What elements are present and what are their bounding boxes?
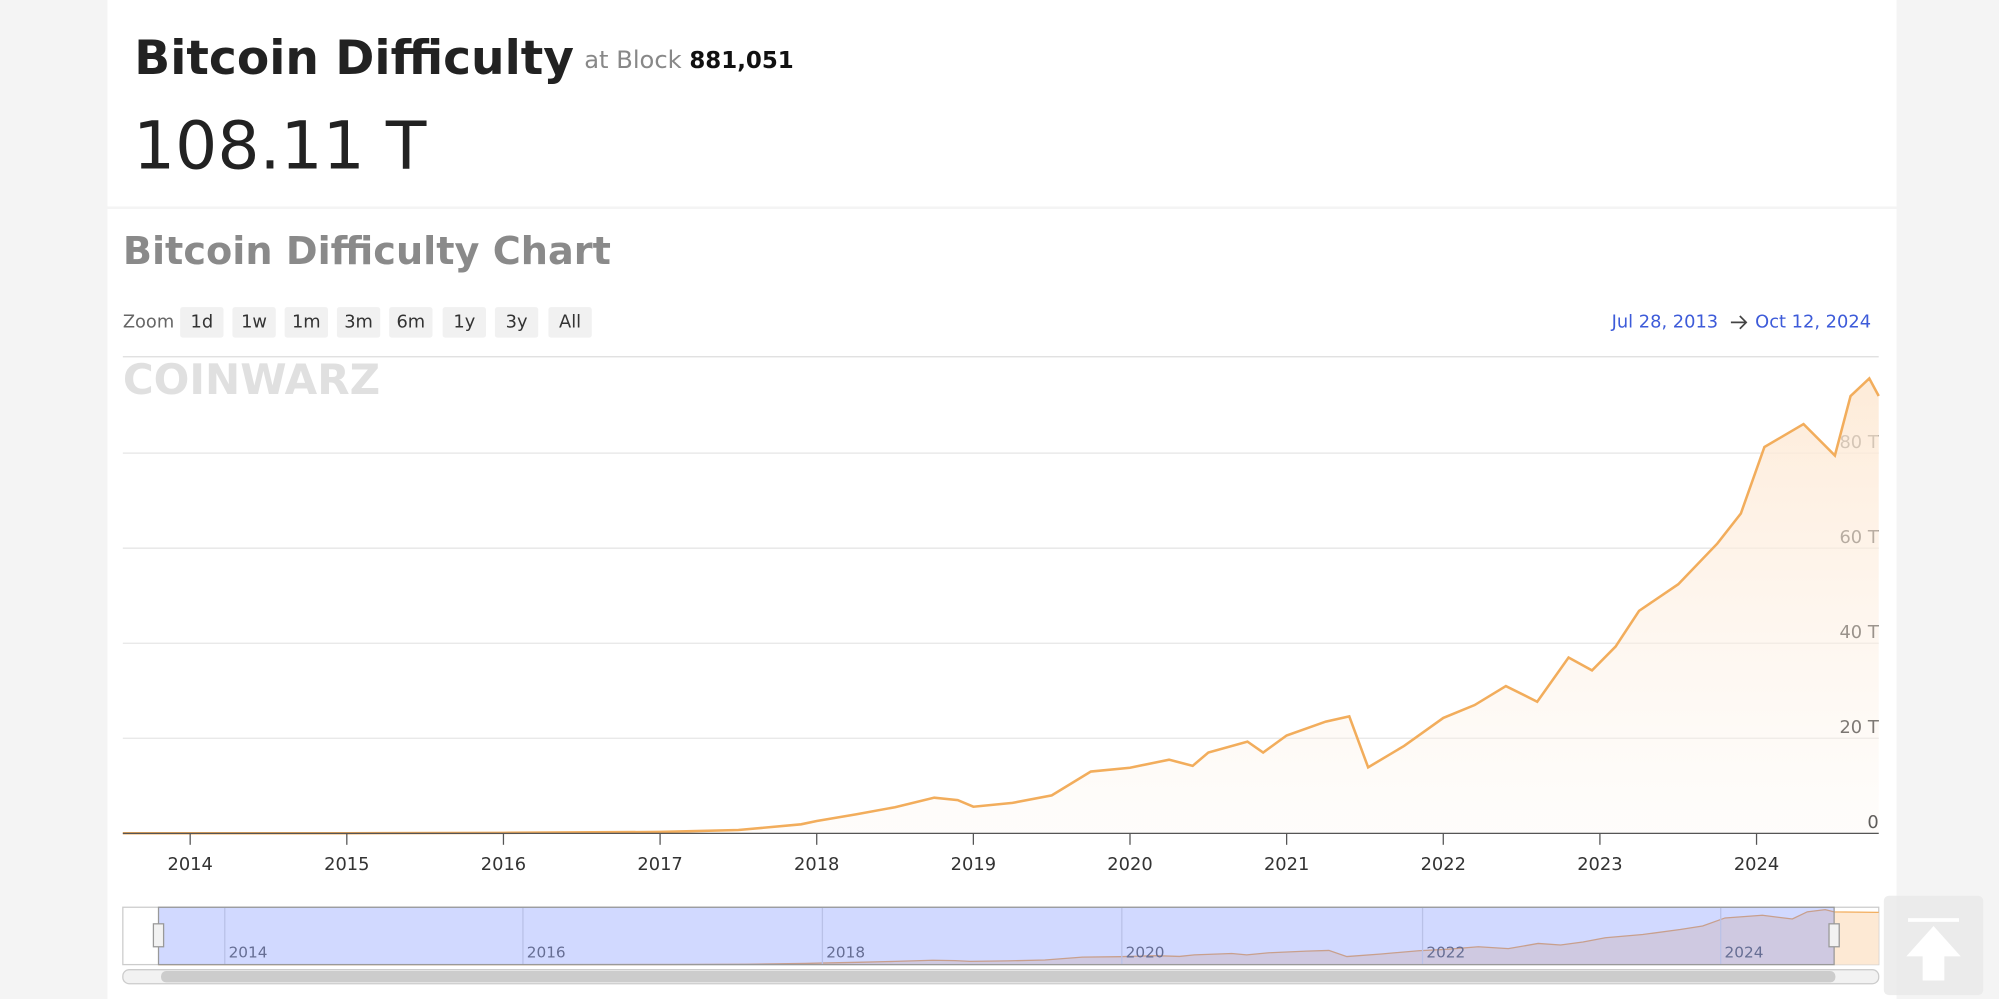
x-tick-label: 2015 <box>324 854 369 875</box>
navigator-handle[interactable] <box>1828 923 1840 948</box>
navigator-label: 2022 <box>1426 944 1465 962</box>
chart-title: Bitcoin Difficulty Chart <box>123 230 611 274</box>
zoom-button[interactable]: 3m <box>344 311 373 332</box>
range-end[interactable]: Oct 12, 2024 <box>1755 311 1871 332</box>
x-tick-label: 2023 <box>1577 854 1622 875</box>
zoom-button-bg[interactable] <box>494 307 539 338</box>
x-tick-label: 2017 <box>637 854 682 875</box>
header-card <box>107 0 1897 207</box>
zoom-button[interactable]: 6m <box>396 311 425 332</box>
area <box>122 378 1879 834</box>
title: Bitcoin Difficulty <box>134 31 574 86</box>
zoom-button-bg[interactable] <box>336 307 381 338</box>
navigator-content: 2014 2016 2018 2020 2022 2024 <box>158 907 1879 966</box>
zoom-button-bg[interactable] <box>232 307 276 338</box>
navigator-label: 2014 <box>229 944 268 962</box>
zoom-button[interactable]: 1w <box>241 311 267 332</box>
navigator-label: 2018 <box>826 944 865 962</box>
chart-card <box>107 208 1897 999</box>
zoom-button[interactable]: 1m <box>292 311 321 332</box>
zoom-button-bg[interactable] <box>442 307 486 338</box>
zoom-button-bg[interactable] <box>548 307 592 338</box>
x-tick-label: 2020 <box>1107 854 1152 875</box>
navigator-label: 2016 <box>527 944 566 962</box>
navigator-selection[interactable] <box>157 906 1835 966</box>
x-tick-label: 2014 <box>167 854 212 875</box>
line <box>122 376 1880 835</box>
x-tick-label: 2016 <box>481 854 526 875</box>
navigator-line <box>158 909 1879 966</box>
zoom-button-bg[interactable] <box>180 307 224 338</box>
x-tick-label: 2024 <box>1734 854 1779 875</box>
range-start[interactable]: Jul 28, 2013 <box>1611 311 1719 332</box>
x-tick-label: 2022 <box>1421 854 1466 875</box>
block-number: 881,051 <box>689 48 793 74</box>
navigator-handle[interactable] <box>152 923 165 948</box>
x-tick-label: 2019 <box>951 854 996 875</box>
back-to-top-icon <box>1906 918 1961 981</box>
x-tick-label: 2018 <box>794 854 839 875</box>
zoom-button[interactable]: All <box>559 311 581 332</box>
at-label: at Block <box>584 46 681 74</box>
zoom-button-bg[interactable] <box>284 307 328 338</box>
arrow-icon <box>1730 315 1748 330</box>
zoom-button[interactable]: 1y <box>453 311 475 332</box>
zoom-button[interactable]: 3y <box>506 311 528 332</box>
watermark: COINWARZ <box>123 355 380 404</box>
navigator-area <box>158 909 1879 965</box>
scrollbar-thumb[interactable] <box>161 970 1836 983</box>
zoom-label: Zoom <box>123 311 174 332</box>
navigator-label: 2020 <box>1126 944 1165 962</box>
zoom-button[interactable]: 1d <box>190 311 213 332</box>
x-tick-label: 2021 <box>1264 854 1309 875</box>
plot: 020 T40 T60 T80 T20142015201620172018201… <box>122 376 1880 875</box>
difficulty-value: 108.11 T <box>133 106 427 184</box>
zoom-button-bg[interactable] <box>389 307 433 338</box>
page-title: Bitcoin Difficulty at Block 881,051 <box>134 31 793 86</box>
navigator-label: 2024 <box>1725 944 1764 962</box>
